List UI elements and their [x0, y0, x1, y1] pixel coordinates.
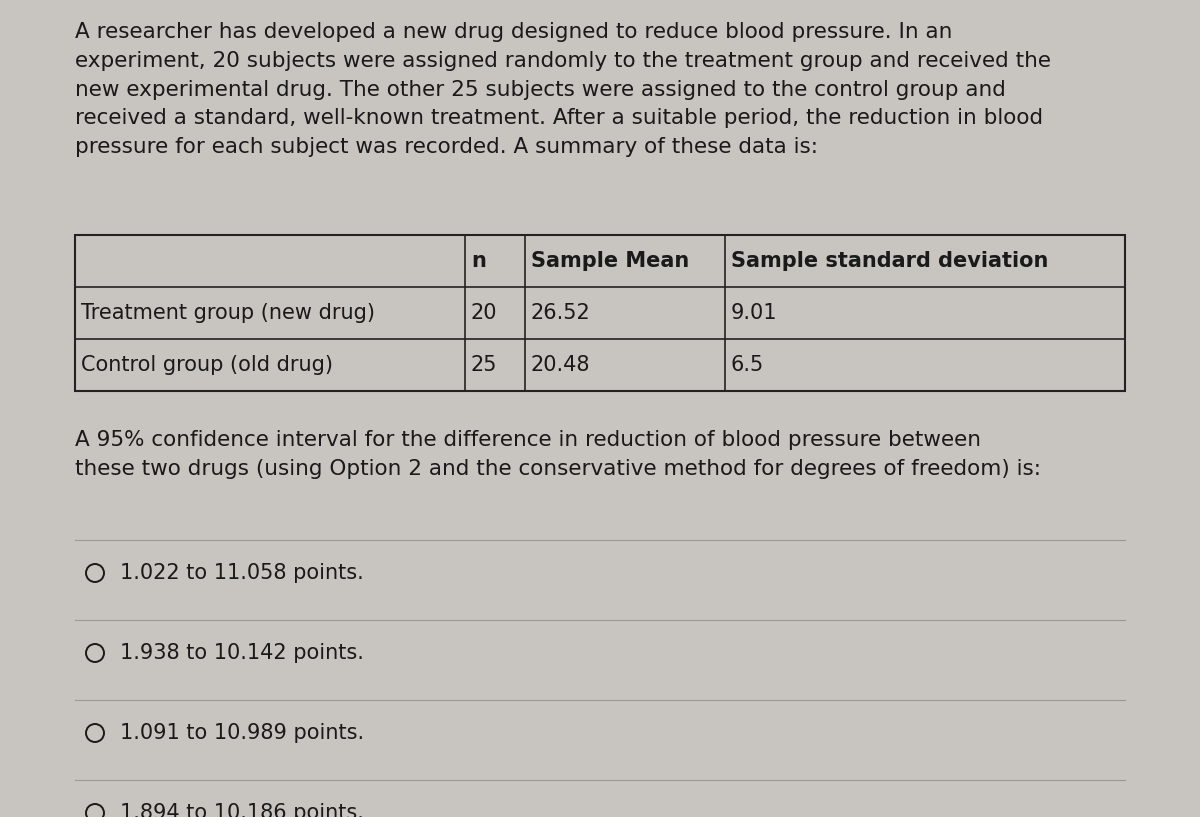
Bar — [74, 235, 1126, 391]
Text: 1.938 to 10.142 points.: 1.938 to 10.142 points. — [120, 643, 364, 663]
Text: 25: 25 — [470, 355, 498, 375]
Text: A researcher has developed a new drug designed to reduce blood pressure. In an
e: A researcher has developed a new drug de… — [74, 22, 1051, 157]
Text: 20: 20 — [470, 303, 498, 323]
Text: 20.48: 20.48 — [530, 355, 590, 375]
Text: 1.091 to 10.989 points.: 1.091 to 10.989 points. — [120, 723, 364, 743]
Text: A 95% confidence interval for the difference in reduction of blood pressure betw: A 95% confidence interval for the differ… — [74, 430, 1042, 479]
Text: 9.01: 9.01 — [731, 303, 778, 323]
Text: Sample standard deviation: Sample standard deviation — [731, 251, 1049, 271]
Text: 26.52: 26.52 — [530, 303, 590, 323]
Text: Sample Mean: Sample Mean — [530, 251, 689, 271]
Text: Control group (old drug): Control group (old drug) — [82, 355, 334, 375]
Text: 1.022 to 11.058 points.: 1.022 to 11.058 points. — [120, 563, 364, 583]
Text: n: n — [470, 251, 486, 271]
Text: 1.894 to 10.186 points.: 1.894 to 10.186 points. — [120, 803, 364, 817]
Text: 6.5: 6.5 — [731, 355, 764, 375]
Text: Treatment group (new drug): Treatment group (new drug) — [82, 303, 374, 323]
